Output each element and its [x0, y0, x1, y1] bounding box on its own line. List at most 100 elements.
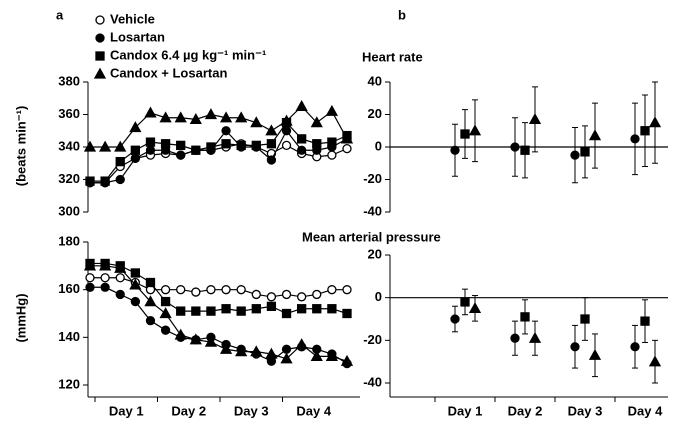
marker [174, 328, 187, 340]
x-tick-label: Day 3 [234, 403, 269, 418]
x-tick-label: Day 4 [628, 403, 663, 418]
x-tick-label: Day 2 [508, 403, 543, 418]
marker [266, 155, 277, 165]
marker [206, 285, 216, 295]
marker [251, 289, 261, 300]
x-tick-label: Day 4 [296, 403, 331, 418]
series-line [90, 143, 348, 184]
marker [310, 350, 323, 362]
marker [159, 307, 172, 319]
marker [630, 342, 640, 352]
marker [145, 277, 156, 288]
marker [528, 331, 542, 343]
marker [130, 153, 141, 164]
x-tick-label: Day 3 [568, 403, 603, 418]
marker [204, 335, 218, 347]
marker [176, 140, 186, 151]
marker [580, 314, 590, 324]
marker [176, 150, 186, 160]
legend-label: Candox + Losartan [110, 65, 227, 80]
y-tick-label: 20 [368, 106, 382, 121]
y-tick-label: 160 [58, 281, 80, 296]
marker [588, 129, 602, 141]
marker [93, 67, 107, 79]
marker [266, 139, 277, 149]
marker [296, 304, 307, 314]
marker [145, 315, 156, 326]
marker [95, 33, 105, 43]
marker [236, 140, 246, 151]
marker [266, 292, 277, 302]
marker [100, 282, 110, 292]
marker [342, 143, 352, 154]
marker [160, 325, 171, 335]
panel-label: b [398, 7, 406, 22]
y-axis-label: (beats min⁻¹) [13, 106, 28, 187]
marker [115, 156, 125, 167]
legend-label: Candox 6.4 µg kg⁻¹ min⁻¹ [110, 47, 266, 62]
marker [235, 345, 248, 357]
marker [296, 134, 307, 144]
marker [520, 145, 530, 155]
marker [327, 285, 337, 295]
series-line [90, 121, 348, 182]
marker [100, 273, 110, 283]
marker [85, 282, 95, 292]
marker [100, 176, 110, 186]
marker [251, 304, 261, 314]
marker [295, 100, 308, 112]
marker [250, 116, 263, 128]
marker [174, 111, 187, 123]
marker [265, 347, 278, 359]
marker [191, 145, 201, 155]
series-line [90, 129, 348, 184]
marker [145, 137, 156, 147]
marker [204, 108, 218, 120]
y-tick-label: 120 [58, 376, 80, 391]
marker [115, 273, 125, 283]
marker [281, 344, 292, 354]
marker [160, 139, 171, 149]
x-tick-label: Day 2 [171, 403, 206, 418]
marker [296, 145, 307, 155]
series-line [90, 262, 348, 315]
marker [115, 174, 125, 185]
marker [83, 259, 97, 271]
y-tick-label: 320 [58, 171, 80, 186]
y-tick-label: 300 [58, 203, 80, 218]
marker [85, 273, 95, 283]
marker [129, 121, 142, 133]
marker [310, 116, 323, 128]
marker [130, 145, 141, 155]
y-axis-label: (mmHg) [13, 293, 28, 342]
marker [570, 150, 580, 160]
marker [580, 147, 590, 157]
marker [130, 268, 141, 278]
y-tick-label: 40 [368, 73, 382, 88]
marker [114, 140, 127, 152]
marker [325, 350, 338, 362]
marker [312, 289, 322, 300]
marker [281, 308, 292, 319]
marker [85, 176, 95, 186]
marker [325, 104, 338, 116]
marker [588, 348, 602, 360]
marker [99, 140, 112, 152]
legend-label: Vehicle [110, 11, 155, 26]
marker [219, 111, 233, 123]
y-tick-label: 340 [58, 138, 80, 153]
marker [83, 140, 97, 152]
marker [510, 142, 520, 152]
marker [327, 137, 337, 147]
marker [468, 301, 482, 313]
y-tick-label: 140 [58, 329, 80, 344]
marker [189, 113, 202, 125]
marker [144, 106, 157, 118]
marker [206, 306, 216, 316]
marker [460, 297, 470, 307]
marker [630, 134, 640, 144]
marker [176, 285, 186, 295]
y-tick-label: 360 [58, 106, 80, 121]
y-tick-label: -40 [363, 203, 382, 218]
marker [130, 296, 141, 307]
